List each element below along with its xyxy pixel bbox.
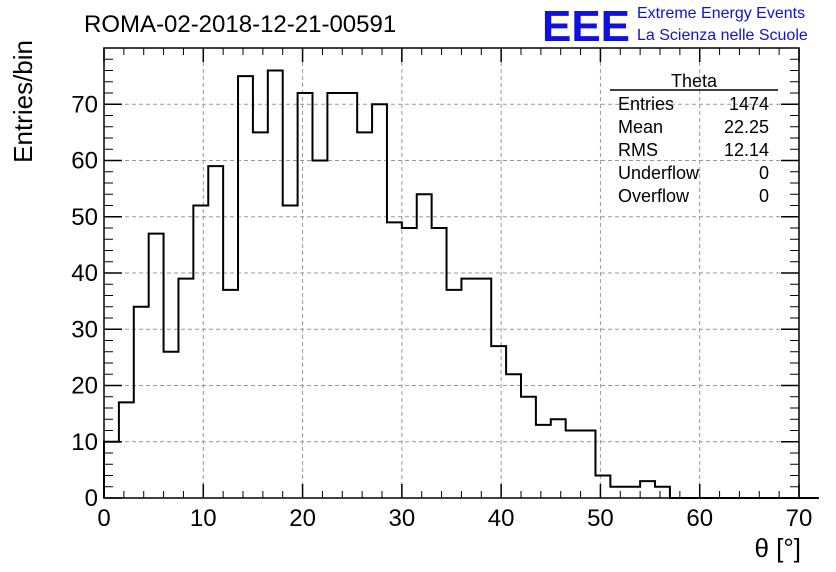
stats-box: Theta Entries 1474 Mean 22.25 RMS 12.14 … [610, 71, 778, 206]
x-tick-label: 40 [488, 505, 515, 532]
logo-line-1: Extreme Energy Events [637, 5, 805, 22]
stats-value-entries: 1474 [729, 94, 769, 114]
stats-label-overflow: Overflow [618, 186, 690, 206]
x-tick-label: 70 [786, 505, 813, 532]
stats-value-mean: 22.25 [724, 117, 769, 137]
y-tick-label: 50 [71, 204, 98, 231]
y-tick-label: 0 [85, 485, 98, 512]
histogram-outline [103, 69, 819, 499]
stats-box-title: Theta [671, 71, 718, 91]
y-tick-label: 20 [71, 373, 98, 400]
stats-label-entries: Entries [618, 94, 674, 114]
stats-label-underflow: Underflow [618, 163, 700, 183]
x-tick-label: 0 [97, 505, 110, 532]
y-tick-label: 30 [71, 316, 98, 343]
y-tick-label: 60 [71, 148, 98, 175]
x-tick-label: 30 [389, 505, 416, 532]
stats-value-rms: 12.14 [724, 140, 769, 160]
logo-line-2: La Scienza nelle Scuole [637, 27, 808, 44]
chart-title: ROMA-02-2018-12-21-00591 [84, 11, 396, 38]
grid-lines [104, 48, 799, 498]
x-tick-label: 20 [289, 505, 316, 532]
y-tick-label: 40 [71, 260, 98, 287]
stats-value-underflow: 0 [759, 163, 769, 183]
axis-ticks [103, 48, 800, 499]
x-tick-label: 10 [190, 505, 217, 532]
x-tick-label: 50 [587, 505, 614, 532]
stats-label-rms: RMS [618, 140, 658, 160]
y-tick-label: 10 [71, 429, 98, 456]
stats-label-mean: Mean [618, 117, 663, 137]
x-axis-label: θ [°] [754, 533, 801, 563]
y-tick-labels: 0 10 20 30 40 50 60 70 [71, 91, 98, 512]
x-tick-labels: 0 10 20 30 40 50 60 70 [97, 505, 812, 532]
y-axis-label: Entries/bin [8, 40, 38, 163]
x-tick-label: 60 [686, 505, 713, 532]
y-tick-label: 70 [71, 91, 98, 118]
stats-value-overflow: 0 [759, 186, 769, 206]
eee-logo-mark: EEE [542, 2, 630, 51]
